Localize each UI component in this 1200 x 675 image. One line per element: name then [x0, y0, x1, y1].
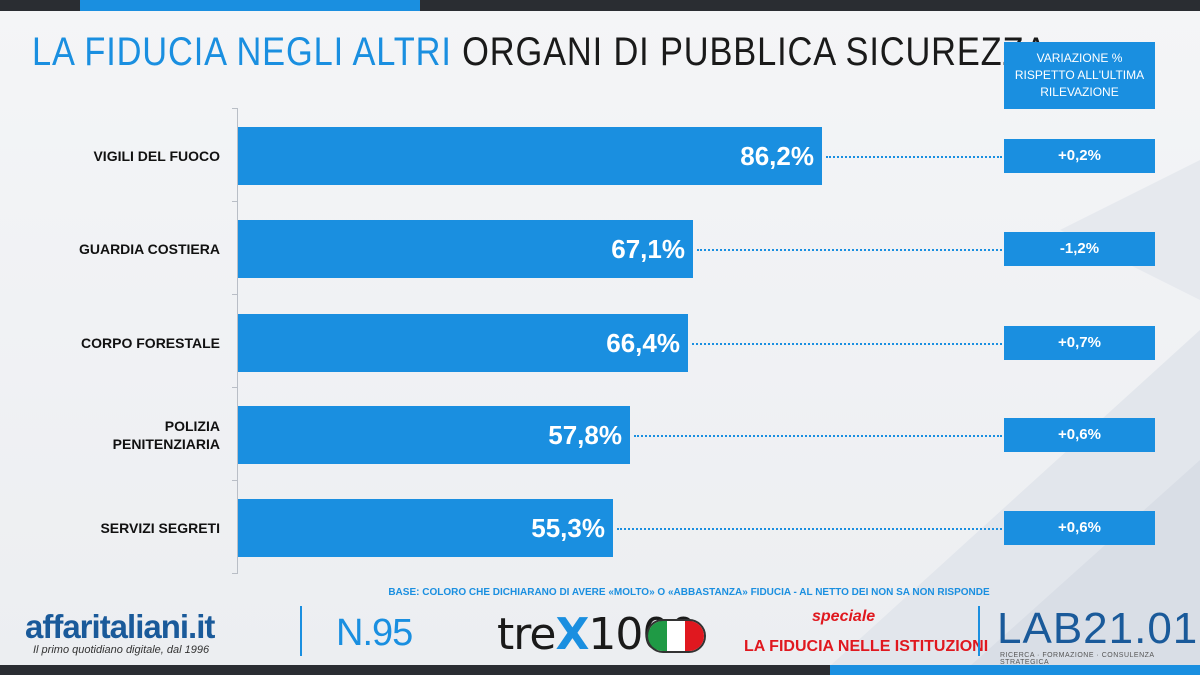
- category-label-line: CORPO FORESTALE: [81, 335, 220, 351]
- variation-value: +0,7%: [1004, 326, 1155, 360]
- page-title: LA FIDUCIA NEGLI ALTRI ORGANI DI PUBBLIC…: [32, 30, 1048, 80]
- bar: 55,3%: [238, 499, 613, 557]
- bottom-bar-accent: [830, 665, 1200, 675]
- title-rest: ORGANI DI PUBBLICA SICUREZZA: [462, 30, 1049, 74]
- issue-number: N.95: [336, 612, 413, 654]
- footer: affaritaliani.it Il primo quotidiano dig…: [0, 600, 1200, 666]
- bar: 57,8%: [238, 406, 630, 464]
- variation-header: VARIAZIONE % RISPETTO ALL'ULTIMA RILEVAZ…: [1004, 42, 1155, 109]
- axis-tick: [232, 480, 238, 481]
- category-label: SERVIZI SEGRETI: [20, 519, 220, 537]
- speciale-title: LA FIDUCIA NELLE ISTITUZIONI: [744, 638, 989, 655]
- variation-value: +0,6%: [1004, 511, 1155, 545]
- variation-value: +0,6%: [1004, 418, 1155, 452]
- top-bar: [0, 0, 1200, 11]
- footer-divider: [978, 606, 980, 656]
- category-label-line: GUARDIA COSTIERA: [78, 241, 220, 257]
- category-label-line: VIGILI DEL FUOCO: [93, 148, 220, 164]
- leader-line: [697, 249, 1002, 251]
- category-label: GUARDIA COSTIERA: [20, 240, 220, 258]
- leader-line: [617, 528, 1002, 530]
- bar-value-label: 67,1%: [611, 234, 685, 264]
- variation-value: -1,2%: [1004, 232, 1155, 266]
- variation-value: +0,2%: [1004, 139, 1155, 173]
- title-highlight: LA FIDUCIA NEGLI ALTRI: [32, 30, 452, 74]
- base-note-text: BASE: COLORO CHE DICHIARANO DI AVERE «MO…: [388, 587, 990, 598]
- category-label: POLIZIA PENITENZIARIA: [20, 417, 220, 453]
- bar-value-label: 57,8%: [548, 420, 622, 450]
- category-label: CORPO FORESTALE: [20, 334, 220, 352]
- leader-line: [692, 343, 1002, 345]
- speciale-label: speciale: [812, 608, 876, 625]
- lab-tagline: RICERCA · FORMAZIONE · CONSULENZA STRATE…: [1000, 652, 1155, 666]
- top-bar-accent: [80, 0, 420, 11]
- affaritaliani-logo[interactable]: affaritaliani.it: [25, 608, 215, 645]
- bar: 66,4%: [238, 314, 688, 372]
- axis-tick: [232, 108, 238, 109]
- category-label-line: PENITENZIARIA: [112, 436, 220, 452]
- bar: 86,2%: [238, 127, 822, 185]
- category-label-line: POLIZIA: [164, 418, 220, 434]
- category-label: VIGILI DEL FUOCO: [20, 147, 220, 165]
- trex-x: X: [555, 609, 589, 660]
- base-note: BASE: COLORO CHE DICHIARANO DI AVERE «MO…: [0, 587, 1200, 598]
- bottom-bar: [0, 665, 1200, 675]
- footer-divider: [300, 606, 302, 656]
- axis-tick: [232, 201, 238, 202]
- axis-tick: [232, 387, 238, 388]
- bar-value-label: 86,2%: [740, 141, 814, 171]
- category-label-line: SERVIZI SEGRETI: [100, 520, 220, 536]
- trex-prefix: tre: [497, 609, 556, 660]
- variation-header-line: VARIAZIONE %: [1036, 51, 1123, 65]
- variation-header-line: RISPETTO ALL'ULTIMA: [1014, 68, 1145, 82]
- bar-value-label: 66,4%: [606, 328, 680, 358]
- affaritaliani-tagline: Il primo quotidiano digitale, dal 1996: [33, 644, 210, 656]
- category-axis: [237, 108, 238, 574]
- axis-tick: [232, 294, 238, 295]
- bar-value-label: 55,3%: [531, 513, 605, 543]
- bar: 67,1%: [238, 220, 693, 278]
- leader-line: [634, 435, 1002, 437]
- lab-logo: LAB21.01: [997, 604, 1199, 653]
- variation-header-line: RILEVAZIONE: [1040, 85, 1119, 99]
- leader-line: [826, 156, 1002, 158]
- italian-flag-icon: [646, 619, 706, 653]
- axis-tick: [232, 573, 238, 574]
